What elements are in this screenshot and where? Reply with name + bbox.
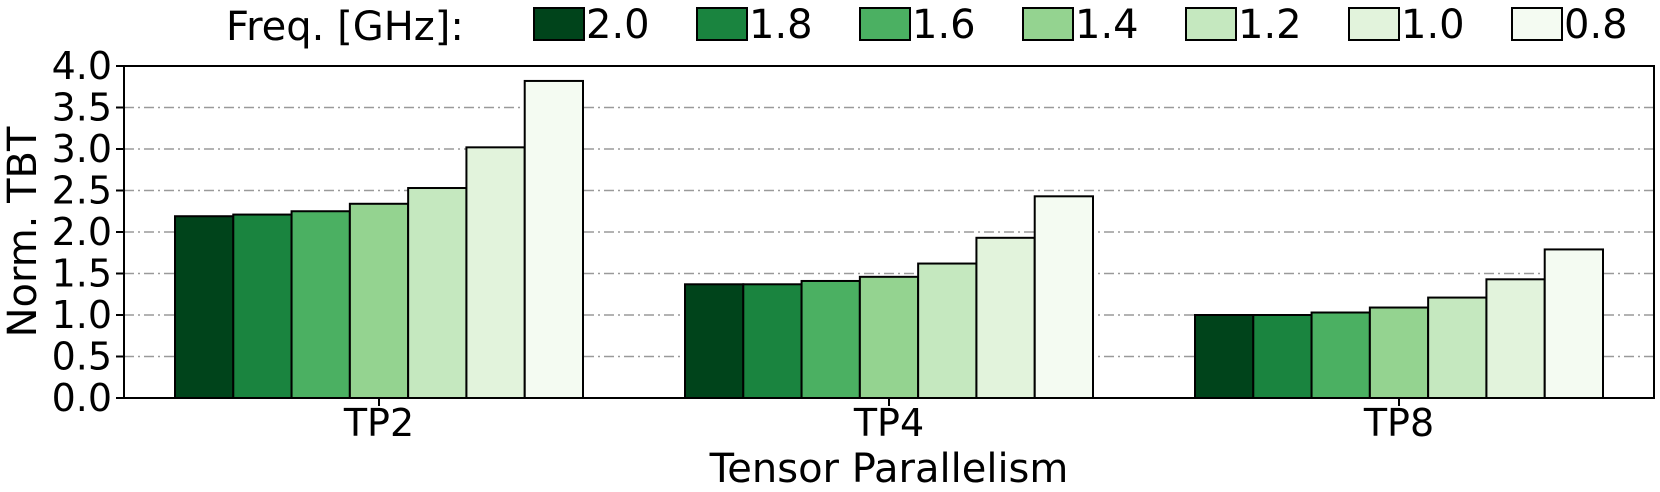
bar <box>917 262 978 400</box>
x-tick-label: TP8 <box>1363 401 1434 445</box>
y-tick-label: 3.5 <box>52 86 112 130</box>
legend: Freq. [GHz]: 2.0 1.8 1.6 1.4 1.2 1.0 0.8 <box>226 2 1628 50</box>
y-tick-label: 3.0 <box>52 127 112 171</box>
bar <box>858 275 920 400</box>
legend-label: 0.8 <box>1564 2 1628 48</box>
bar <box>1252 314 1313 399</box>
bar <box>800 279 861 399</box>
legend-label: 1.8 <box>749 2 813 48</box>
y-ticks: 0.00.51.01.52.02.53.03.54.0 <box>52 44 124 420</box>
legend-label: 1.6 <box>912 2 976 48</box>
bar <box>1310 311 1371 400</box>
bar <box>1485 278 1546 399</box>
legend-label: 2.0 <box>586 2 650 48</box>
bars <box>174 79 1604 400</box>
bar <box>684 283 745 400</box>
y-axis-label: Norm. TBT <box>0 126 46 337</box>
legend-title: Freq. [GHz]: <box>226 4 464 50</box>
legend-swatch <box>859 7 911 41</box>
bar <box>1427 296 1488 400</box>
bar <box>1543 248 1604 399</box>
y-tick-label: 0.5 <box>52 335 112 379</box>
bar <box>1194 314 1255 399</box>
bar <box>742 283 803 400</box>
legend-swatch <box>696 7 748 41</box>
x-tick-label: TP2 <box>343 401 414 445</box>
legend-label: 1.2 <box>1238 2 1302 48</box>
bar <box>174 215 235 399</box>
legend-swatch <box>1348 7 1400 41</box>
bar <box>290 210 351 399</box>
y-tick-label: 2.5 <box>52 169 112 213</box>
legend-label: 1.4 <box>1075 2 1139 48</box>
bar <box>407 187 468 399</box>
x-ticks: TP2 TP4 TP8 <box>343 398 1434 445</box>
y-tick-label: 0.0 <box>52 376 112 420</box>
y-tick-label: 1.5 <box>52 252 112 296</box>
legend-swatch <box>1185 7 1237 41</box>
bar <box>232 213 293 399</box>
bar <box>348 202 410 399</box>
bar <box>1368 306 1430 399</box>
y-tick-label: 2.0 <box>52 210 112 254</box>
bar <box>975 236 1036 399</box>
bar <box>523 79 585 399</box>
legend-swatch <box>1511 7 1563 41</box>
x-tick-label: TP4 <box>853 401 924 445</box>
y-tick-label: 4.0 <box>52 44 112 88</box>
bar <box>465 146 526 399</box>
legend-swatch <box>533 7 585 41</box>
x-axis-label: Tensor Parallelism <box>709 446 1069 492</box>
legend-swatch <box>1022 7 1074 41</box>
y-tick-label: 1.0 <box>52 293 112 337</box>
legend-label: 1.0 <box>1401 2 1465 48</box>
bar <box>1033 195 1094 399</box>
